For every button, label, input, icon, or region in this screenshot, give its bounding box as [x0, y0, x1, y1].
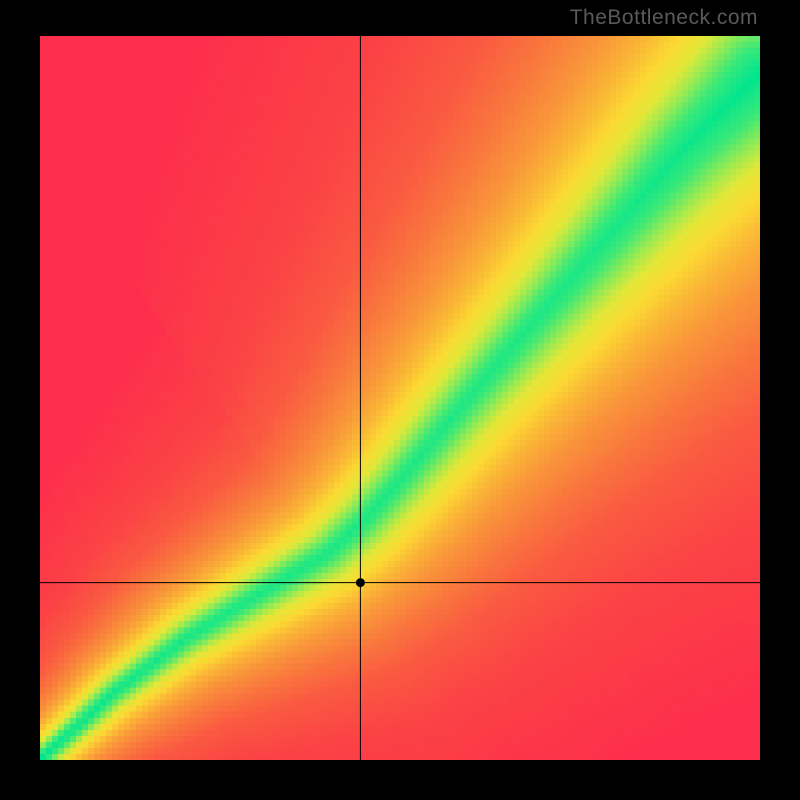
heatmap-canvas	[40, 36, 760, 760]
attribution-watermark: TheBottleneck.com	[570, 6, 758, 30]
bottleneck-heatmap-plot	[40, 36, 760, 760]
